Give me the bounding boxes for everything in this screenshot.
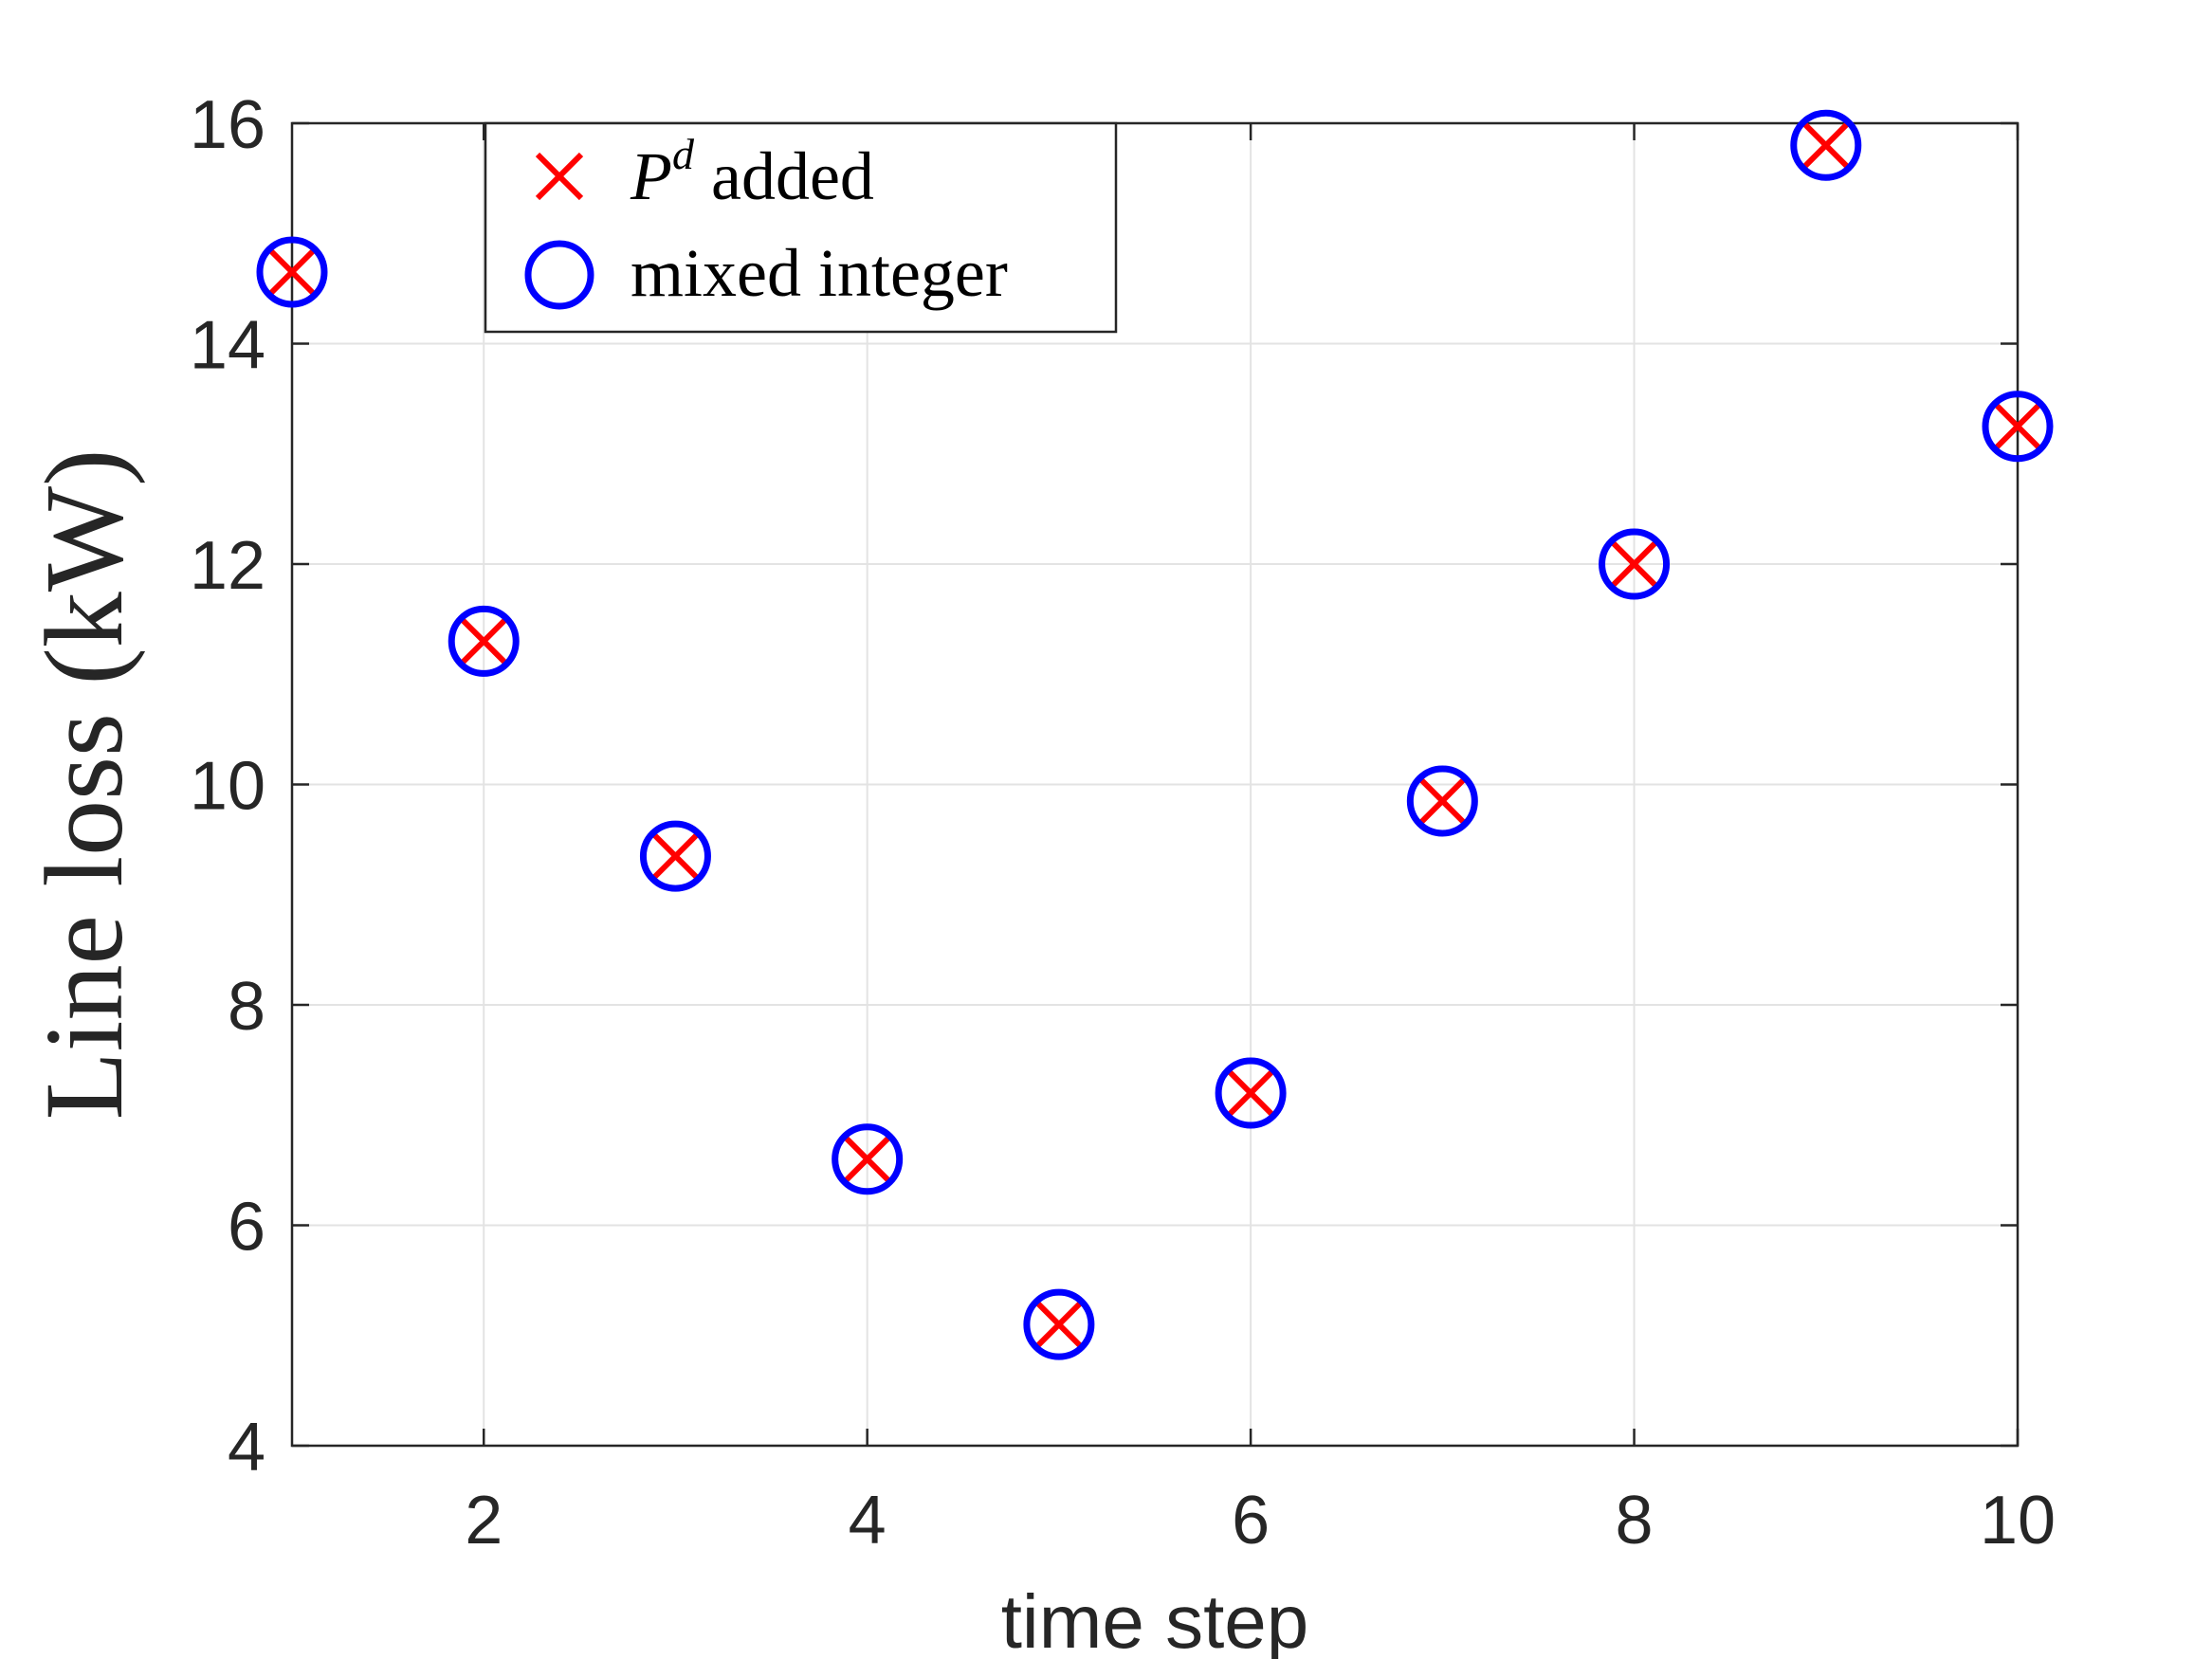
- pd-added-point: [1227, 1069, 1274, 1117]
- legend: Pd added mixed integer: [484, 121, 1118, 334]
- x-tick-label: 10: [1980, 1483, 2056, 1559]
- legend-marker-circle: [524, 240, 594, 310]
- pd-added-point: [1611, 540, 1657, 588]
- x-tick-label: 8: [1616, 1483, 1654, 1559]
- x-tick-label: 4: [849, 1483, 887, 1559]
- x-tick-label: 2: [465, 1483, 503, 1559]
- y-axis-title: Line loss (kW): [22, 449, 146, 1121]
- mixed-integer-point: [1023, 1288, 1095, 1360]
- legend-box: [484, 121, 1118, 334]
- y-tick-label: 6: [228, 1190, 265, 1266]
- grid-lines: [292, 122, 2019, 1447]
- pd-added-point: [268, 248, 316, 296]
- pd-added-point: [1802, 122, 1849, 169]
- legend-marker-x: [535, 152, 584, 201]
- y-tick-label: 16: [190, 87, 265, 163]
- pd-added-point: [1994, 403, 2041, 449]
- y-tick-label: 14: [190, 308, 265, 384]
- y-tick-label: 12: [190, 528, 265, 604]
- legend-entry-pd-added: Pd added: [630, 130, 874, 214]
- x-tick-label: 6: [1232, 1483, 1270, 1559]
- mixed-integer-point: [448, 605, 520, 677]
- x-axis-title: time step: [1001, 1579, 1309, 1659]
- pd-added-point: [461, 618, 507, 665]
- mixed-integer-point: [832, 1123, 904, 1195]
- pd-added-point: [844, 1136, 890, 1182]
- pd-added-point: [1419, 777, 1466, 825]
- data-markers: [256, 109, 2054, 1360]
- pd-added-point: [1035, 1302, 1083, 1348]
- y-tick-label: 10: [190, 749, 265, 825]
- mixed-integer-point: [256, 236, 328, 308]
- y-tick-label: 8: [228, 969, 265, 1045]
- y-tick-label: 4: [228, 1410, 265, 1486]
- mixed-integer-point: [1406, 765, 1478, 837]
- pd-added-point: [652, 832, 699, 880]
- mixed-integer-point: [1790, 109, 1862, 181]
- legend-entry-mixed-integer: mixed integer: [631, 235, 1008, 311]
- mixed-integer-point: [1215, 1057, 1287, 1129]
- mixed-integer-point: [639, 820, 711, 892]
- mixed-integer-point: [1982, 391, 2054, 463]
- mixed-integer-point: [1599, 528, 1671, 600]
